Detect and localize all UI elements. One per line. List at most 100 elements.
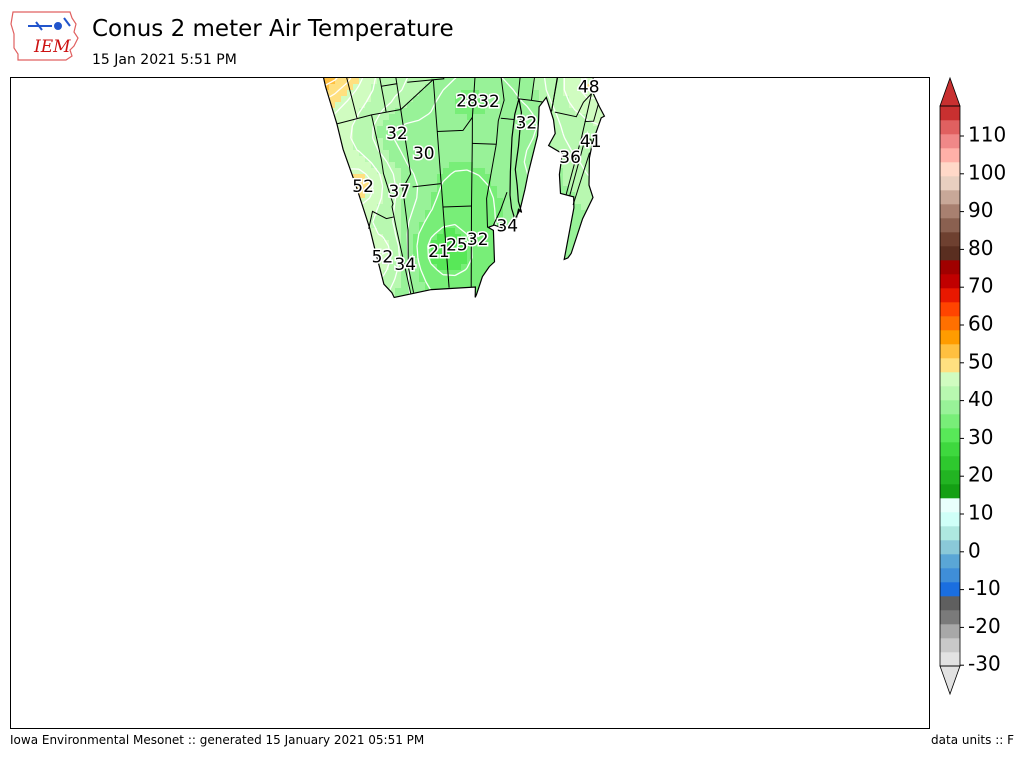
colorbar-bin	[940, 372, 960, 387]
state-border	[346, 78, 358, 119]
colorbar-bin	[940, 358, 960, 373]
colorbar-bin	[940, 330, 960, 345]
colorbar-tick-label: 100	[968, 160, 1006, 184]
colorbar-tick-label: 0	[968, 538, 981, 562]
temperature-label: 32	[467, 230, 489, 250]
colorbar-bin	[940, 316, 960, 331]
footer-units: data units :: F	[931, 733, 1014, 747]
state-border	[486, 78, 505, 228]
state-boundaries	[336, 78, 599, 294]
temperature-label: 30	[413, 144, 435, 164]
temperature-labels-layer: 5234212532345237303228323236416361283932…	[351, 78, 603, 277]
colorbar-tick-label: 80	[968, 236, 993, 260]
colorbar-bin	[940, 582, 960, 597]
colorbar-bin	[940, 638, 960, 653]
colorbar-frame	[939, 105, 961, 667]
temperature-label: 34	[394, 255, 416, 275]
colorbar-bin	[940, 400, 960, 415]
temperature-label: 37	[388, 182, 410, 202]
colorbar-bin	[940, 288, 960, 303]
temperature-map: 5234212532345237303228323236416361283932…	[305, 78, 631, 299]
colorbar-bin	[940, 260, 960, 275]
chart-title: Conus 2 meter Air Temperature	[92, 16, 454, 42]
colorbar-under-arrow	[939, 665, 961, 696]
temperature-label: 41	[580, 132, 602, 152]
chart-subtitle: 15 Jan 2021 5:51 PM	[92, 52, 237, 68]
state-border	[492, 192, 508, 226]
temperature-label: 48	[578, 78, 600, 98]
colorbar-bin	[940, 190, 960, 205]
state-border	[554, 93, 592, 118]
colorbar-bin	[940, 470, 960, 485]
state-border	[336, 79, 434, 125]
colorbar-bin	[940, 498, 960, 513]
state-border	[572, 152, 591, 206]
colorbar-bin	[940, 610, 960, 625]
temperature-label: 52	[372, 247, 394, 267]
colorbar-bin	[940, 148, 960, 163]
state-border	[584, 103, 599, 122]
colorbar-bin	[940, 302, 960, 317]
colorbar-bin	[940, 428, 960, 443]
colorbar-tick-label: 50	[968, 349, 993, 373]
colorbar-tick-label: 70	[968, 274, 993, 298]
state-border	[442, 205, 472, 208]
conus-outline	[323, 78, 606, 299]
colorbar-tick-label: 60	[968, 312, 993, 336]
state-border	[565, 93, 592, 195]
colorbar-bin	[940, 386, 960, 401]
colorbar-bin	[940, 218, 960, 233]
colorbar-tick-label: 20	[968, 463, 993, 487]
state-border	[371, 114, 412, 294]
temperature-label: 28	[456, 92, 478, 112]
colorbar-bin	[940, 246, 960, 261]
temperature-label: 36	[559, 148, 581, 168]
temperature-label: 32	[478, 92, 500, 112]
temperature-fill-layer	[305, 78, 631, 298]
colorbar-bin	[940, 204, 960, 219]
colorbar-bin	[940, 512, 960, 527]
colorbar-bin	[940, 596, 960, 611]
state-border	[368, 210, 395, 229]
colorbar-bin	[940, 232, 960, 247]
map-frame: 5234212532345237303228323236416361283932…	[10, 77, 930, 729]
colorbar-bin	[940, 120, 960, 135]
colorbar-bin	[940, 344, 960, 359]
colorbar-tick-label: 10	[968, 501, 993, 525]
logo-text: IEM	[33, 37, 71, 57]
colorbar-bin	[940, 162, 960, 177]
temperature-label: 21	[428, 242, 450, 262]
colorbar-bin	[940, 134, 960, 149]
colorbar-tick-label: -20	[968, 614, 1001, 638]
state-border	[412, 183, 442, 188]
colorbar-tick-label: 90	[968, 198, 993, 222]
colorbar-tick-label: 40	[968, 387, 993, 411]
colorbar-bin	[940, 540, 960, 555]
iem-logo: IEM	[10, 11, 79, 61]
colorbar-bin	[940, 624, 960, 639]
colorbar-bin	[940, 652, 960, 667]
colorbar-tick-label: 30	[968, 425, 993, 449]
colorbar-tick-label: -10	[968, 576, 1001, 600]
colorbar-bin	[940, 176, 960, 191]
colorbar-bin	[940, 106, 960, 121]
state-border	[569, 137, 586, 196]
state-border	[470, 78, 476, 287]
colorbar-bin	[940, 554, 960, 569]
state-border	[517, 98, 543, 103]
colorbar-bin	[940, 456, 960, 471]
temperature-label: 32	[386, 124, 408, 144]
temperature-label: 34	[496, 216, 518, 236]
temperature-label: 32	[516, 114, 538, 134]
state-border	[500, 117, 515, 120]
state-border	[407, 78, 445, 83]
state-border	[432, 79, 450, 288]
state-border	[437, 117, 473, 132]
colorbar-tick-label: 110	[968, 123, 1006, 147]
temperature-label: 25	[446, 235, 468, 255]
colorbar-bin	[940, 442, 960, 457]
weather-symbols-icon	[28, 17, 71, 31]
state-border	[581, 136, 593, 146]
